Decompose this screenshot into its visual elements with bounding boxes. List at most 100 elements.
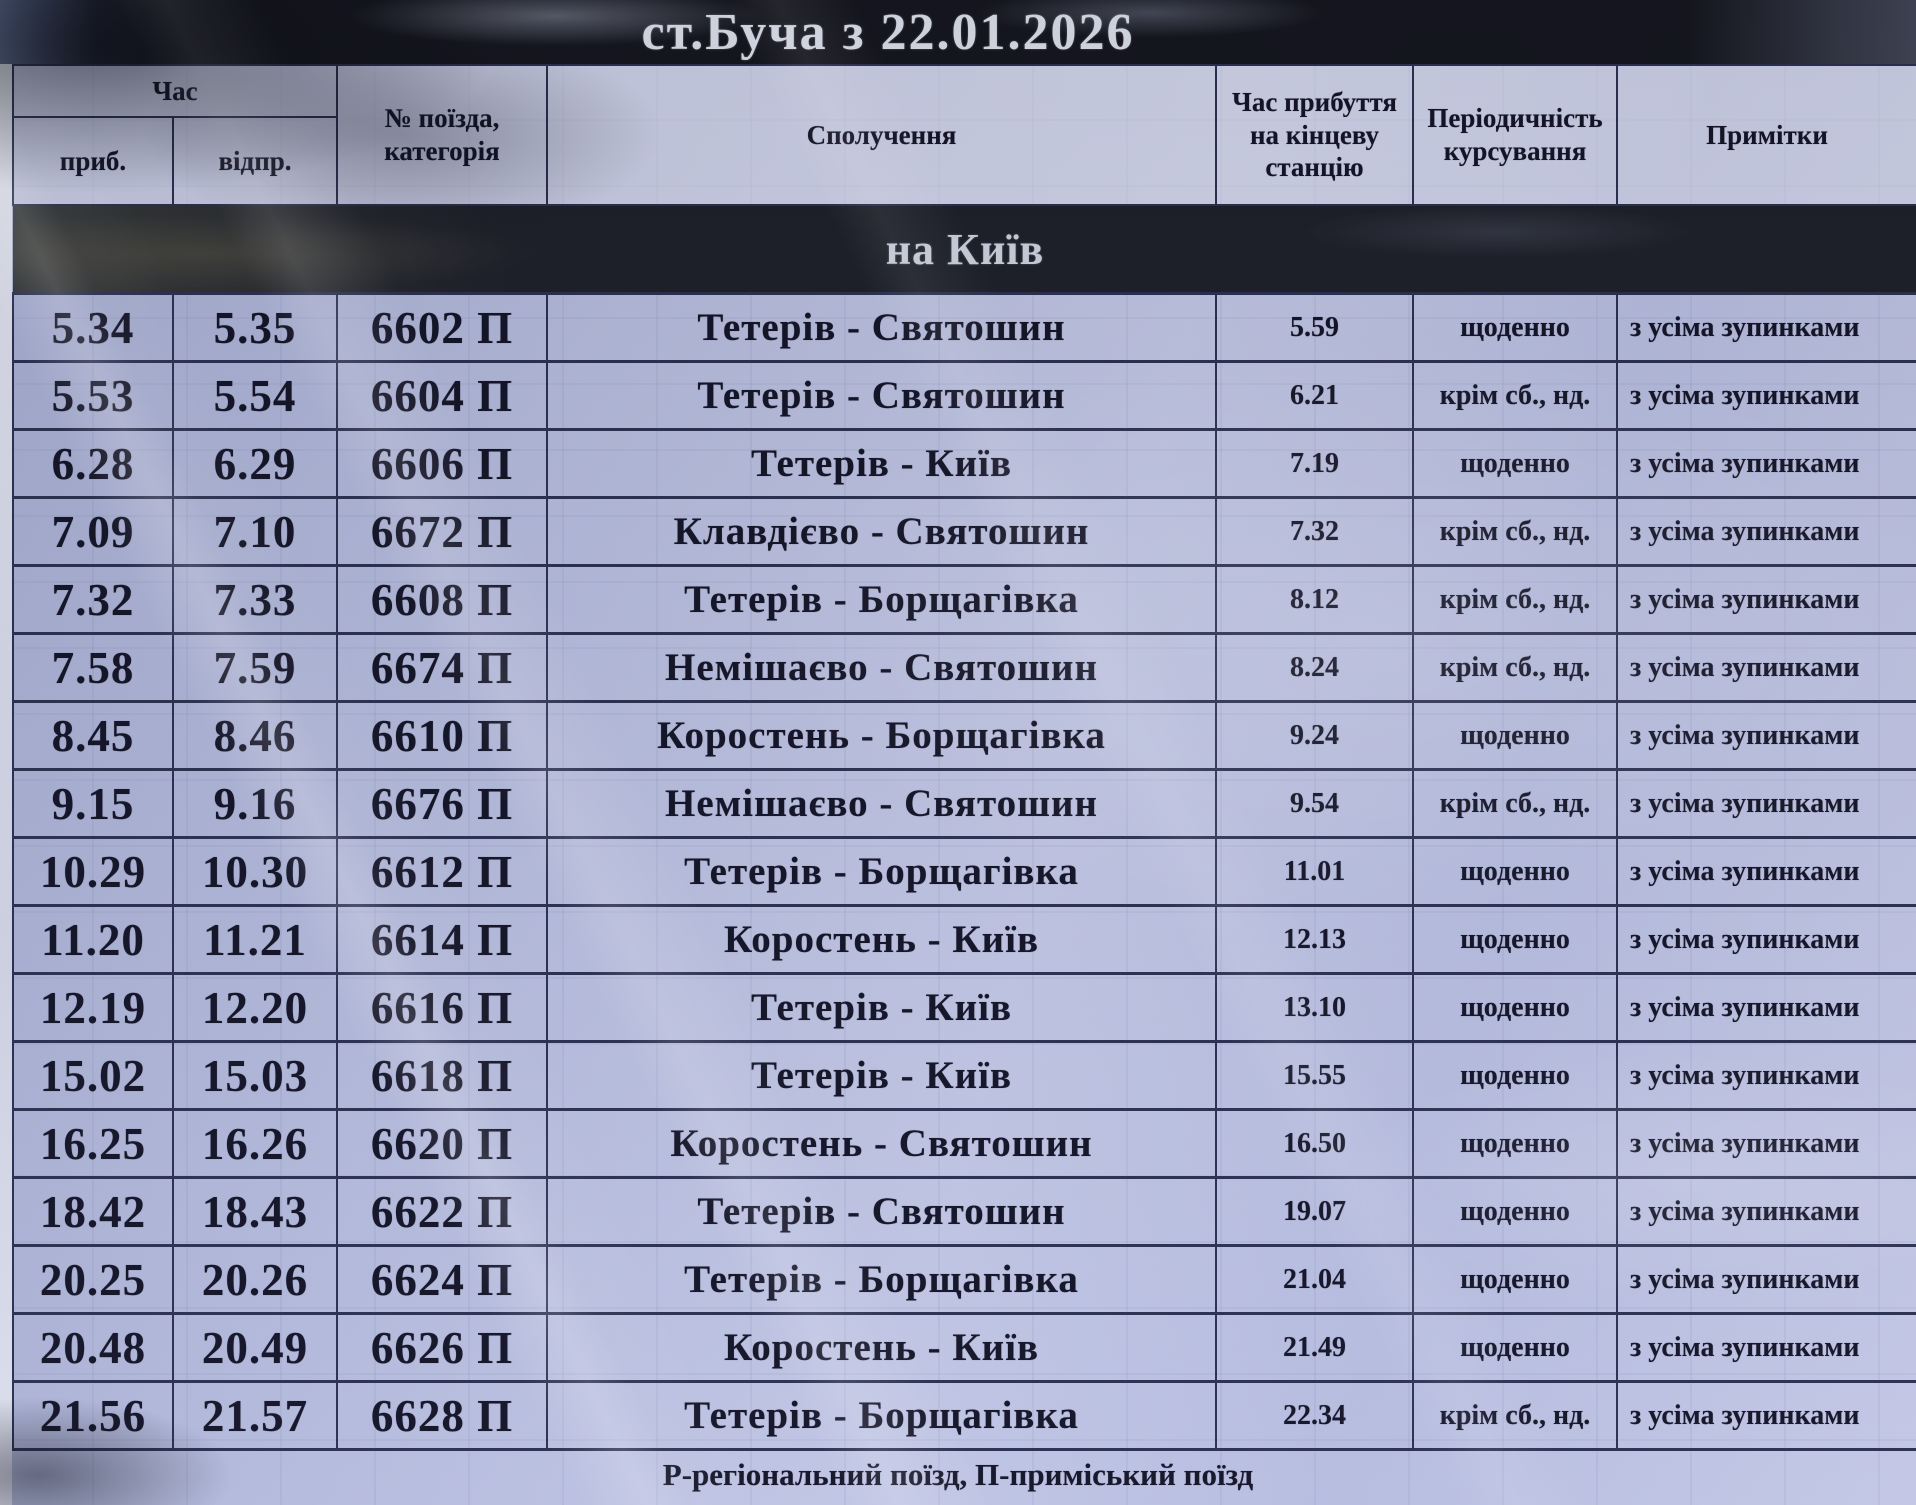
cell-final-arrival: 8.12 [1215,564,1414,635]
cell-route: Коростень - Київ [546,1312,1217,1383]
cell-departure-time: 21.57 [172,1380,338,1451]
cell-train-number: 6626 П [336,1312,548,1383]
cell-periodicity: щоденно [1412,972,1618,1043]
cell-periodicity: крім сб., нд. [1412,496,1618,567]
cell-periodicity: крім сб., нд. [1412,768,1618,839]
cell-route: Немішаєво - Святошин [546,632,1217,703]
cell-train-number: 6622 П [336,1176,548,1247]
cell-arrival-time: 15.02 [12,1040,174,1111]
cell-arrival-time: 9.15 [12,768,174,839]
cell-notes: з усіма зупинками [1616,972,1916,1043]
cell-train-number: 6618 П [336,1040,548,1111]
col-header-depart: відпр. [172,116,338,206]
cell-route: Тетерів - Борщагівка [546,564,1217,635]
table-row: 21.56 21.57 6628 П Тетерів - Борщагівка … [12,1380,1916,1451]
cell-notes: з усіма зупинками [1616,1040,1916,1111]
cell-final-arrival: 21.04 [1215,1244,1414,1315]
cell-departure-time: 7.10 [172,496,338,567]
cell-arrival-time: 7.32 [12,564,174,635]
poster-title: ст.Буча з 22.01.2026 [641,3,1135,61]
cell-train-number: 6628 П [336,1380,548,1451]
cell-arrival-time: 7.09 [12,496,174,567]
cell-arrival-time: 21.56 [12,1380,174,1451]
cell-arrival-time: 10.29 [12,836,174,907]
cell-arrival-time: 8.45 [12,700,174,771]
cell-route: Тетерів - Київ [546,972,1217,1043]
cell-departure-time: 10.30 [172,836,338,907]
cell-train-number: 6676 П [336,768,548,839]
cell-arrival-time: 5.53 [12,360,174,431]
cell-train-number: 6614 П [336,904,548,975]
cell-train-number: 6610 П [336,700,548,771]
timetable-table: Час № поїзда, категорія Сполучення Час п… [12,64,1916,1451]
cell-route: Тетерів - Борщагівка [546,1380,1217,1451]
cell-arrival-time: 6.28 [12,428,174,499]
table-row: 9.15 9.16 6676 П Немішаєво - Святошин 9.… [12,768,1916,839]
timetable-paper: Час № поїзда, категорія Сполучення Час п… [0,64,1916,1505]
cell-departure-time: 20.26 [172,1244,338,1315]
cell-notes: з усіма зупинками [1616,1176,1916,1247]
cell-train-number: 6620 П [336,1108,548,1179]
cell-final-arrival: 22.34 [1215,1380,1414,1451]
cell-train-number: 6672 П [336,496,548,567]
table-row: 20.48 20.49 6626 П Коростень - Київ 21.4… [12,1312,1916,1383]
cell-departure-time: 5.54 [172,360,338,431]
cell-notes: з усіма зупинками [1616,496,1916,567]
cell-route: Тетерів - Борщагівка [546,1244,1217,1315]
col-header-periodicity: Періодичність курсування [1412,64,1618,206]
cell-periodicity: щоденно [1412,428,1618,499]
cell-periodicity: щоденно [1412,700,1618,771]
cell-periodicity: крім сб., нд. [1412,564,1618,635]
cell-periodicity: щоденно [1412,1312,1618,1383]
table-row: 5.53 5.54 6604 П Тетерів - Святошин 6.21… [12,360,1916,431]
cell-route: Тетерів - Київ [546,428,1217,499]
title-band: ст.Буча з 22.01.2026 [0,0,1916,64]
cell-final-arrival: 7.32 [1215,496,1414,567]
cell-notes: з усіма зупинками [1616,564,1916,635]
cell-periodicity: щоденно [1412,904,1618,975]
cell-notes: з усіма зупинками [1616,1244,1916,1315]
table-row: 7.32 7.33 6608 П Тетерів - Борщагівка 8.… [12,564,1916,635]
table-row: 15.02 15.03 6618 П Тетерів - Київ 15.55 … [12,1040,1916,1111]
cell-departure-time: 15.03 [172,1040,338,1111]
cell-arrival-time: 11.20 [12,904,174,975]
cell-departure-time: 20.49 [172,1312,338,1383]
cell-departure-time: 18.43 [172,1176,338,1247]
cell-departure-time: 12.20 [172,972,338,1043]
col-header-time-group: Час [12,64,338,118]
cell-arrival-time: 18.42 [12,1176,174,1247]
table-row: 18.42 18.43 6622 П Тетерів - Святошин 19… [12,1176,1916,1247]
cell-periodicity: щоденно [1412,1176,1618,1247]
cell-departure-time: 6.29 [172,428,338,499]
table-header: Час № поїзда, категорія Сполучення Час п… [12,64,1916,295]
cell-periodicity: щоденно [1412,1108,1618,1179]
cell-route: Коростень - Київ [546,904,1217,975]
cell-departure-time: 16.26 [172,1108,338,1179]
section-band-row: на Київ [13,204,1916,295]
table-row: 7.09 7.10 6672 П Клавдієво - Святошин 7.… [12,496,1916,567]
cell-arrival-time: 20.25 [12,1244,174,1315]
cell-notes: з усіма зупинками [1616,428,1916,499]
cell-final-arrival: 6.21 [1215,360,1414,431]
cell-train-number: 6612 П [336,836,548,907]
cell-route: Коростень - Святошин [546,1108,1217,1179]
cell-periodicity: щоденно [1412,836,1618,907]
col-header-arrive: приб. [12,116,174,206]
cell-arrival-time: 12.19 [12,972,174,1043]
cell-notes: з усіма зупинками [1616,768,1916,839]
cell-departure-time: 9.16 [172,768,338,839]
table-row: 11.20 11.21 6614 П Коростень - Київ 12.1… [12,904,1916,975]
cell-route: Немішаєво - Святошин [546,768,1217,839]
cell-train-number: 6606 П [336,428,548,499]
cell-notes: з усіма зупинками [1616,1108,1916,1179]
cell-final-arrival: 7.19 [1215,428,1414,499]
cell-notes: з усіма зупинками [1616,836,1916,907]
cell-arrival-time: 5.34 [12,292,174,363]
cell-final-arrival: 5.59 [1215,292,1414,363]
table-row: 8.45 8.46 6610 П Коростень - Борщагівка … [12,700,1916,771]
cell-departure-time: 8.46 [172,700,338,771]
cell-departure-time: 7.59 [172,632,338,703]
table-row: 7.58 7.59 6674 П Немішаєво - Святошин 8.… [12,632,1916,703]
cell-arrival-time: 20.48 [12,1312,174,1383]
cell-final-arrival: 9.54 [1215,768,1414,839]
